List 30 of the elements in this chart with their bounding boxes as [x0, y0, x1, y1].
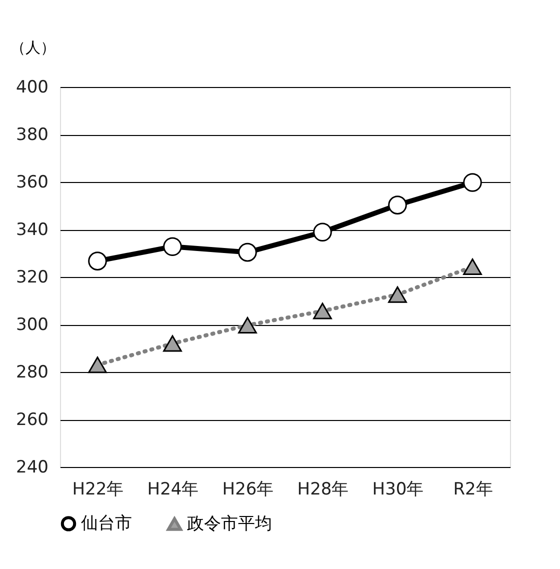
point — [238, 242, 257, 262]
point — [463, 173, 482, 192]
point — [463, 258, 482, 276]
legend-label: 仙台市 — [81, 514, 132, 534]
point — [163, 335, 182, 352]
point — [238, 316, 257, 334]
point — [88, 356, 107, 374]
x-tick-label: H28年 — [297, 480, 349, 500]
point — [163, 237, 182, 256]
y-tick-label: 320 — [16, 268, 48, 288]
x-tick-label: H30年 — [372, 480, 424, 500]
point — [388, 286, 407, 303]
point — [313, 222, 332, 242]
x-tick-label: R2年 — [453, 480, 493, 500]
x-tick-label: H24年 — [147, 480, 199, 500]
y-tick-label: 300 — [16, 315, 48, 335]
y-tick-label: 340 — [16, 220, 48, 240]
legend-label: 政令市平均 — [187, 514, 272, 534]
y-axis-title: （人） — [10, 38, 56, 56]
x-tick-label: H26年 — [222, 480, 274, 500]
y-tick-label: 280 — [16, 362, 48, 382]
x-tick-label: H22年 — [72, 480, 124, 500]
point — [313, 302, 332, 320]
y-tick-label: 360 — [16, 172, 48, 192]
y-tick-label: 260 — [16, 410, 48, 430]
y-tick-label: 240 — [16, 458, 48, 478]
y-tick-label: 380 — [16, 125, 48, 145]
y-tick-label: 400 — [16, 78, 48, 98]
point — [388, 196, 407, 214]
point — [88, 252, 107, 270]
